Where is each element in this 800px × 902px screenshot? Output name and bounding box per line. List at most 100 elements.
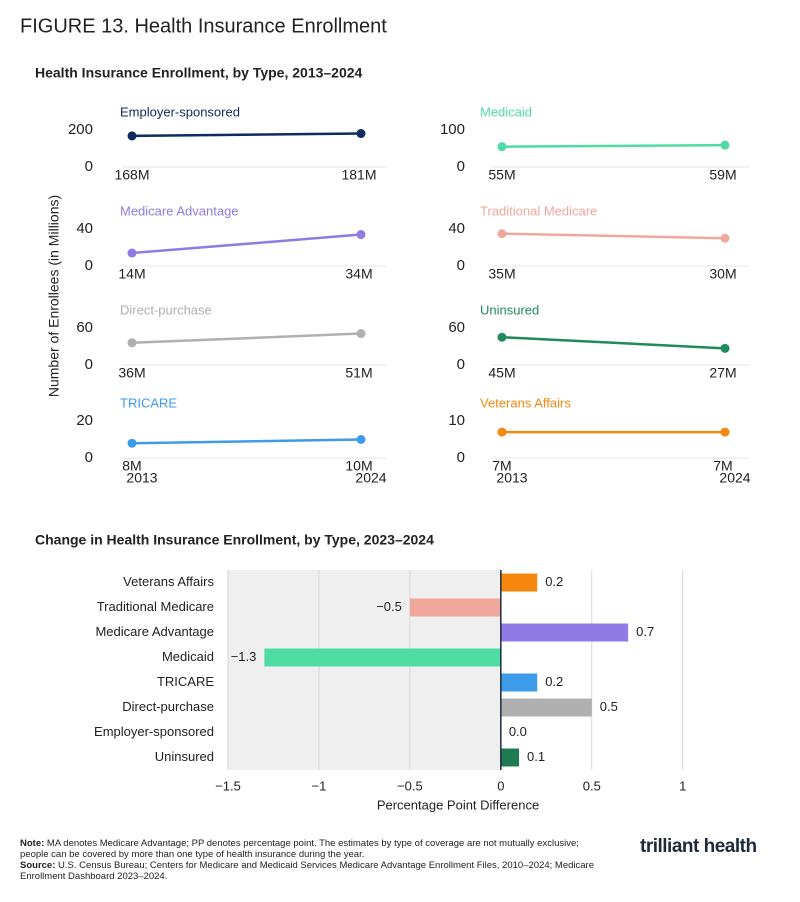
point — [497, 142, 507, 152]
category-label: Medicaid — [162, 649, 214, 664]
point — [356, 230, 366, 240]
chart-title: Change in Health Insurance Enrollment, b… — [35, 532, 434, 548]
bar — [264, 648, 501, 667]
y-tick-label: 0 — [457, 158, 465, 175]
x-tick-label: −1 — [312, 778, 327, 793]
x-tick-label: 2024 — [355, 470, 386, 486]
value-label: 59M — [709, 167, 736, 183]
source-label: Source: — [20, 860, 56, 871]
y-tick-label: 10 — [448, 412, 465, 429]
point — [720, 427, 730, 437]
series-line — [501, 336, 726, 350]
series-name: Medicaid — [480, 104, 532, 119]
x-tick-label: 0.5 — [583, 778, 601, 793]
value-label: 14M — [118, 266, 145, 282]
value-label: 36M — [118, 365, 145, 381]
notes: Note: MA denotes Medicare Advantage; PP … — [20, 838, 600, 882]
value-label: 168M — [114, 167, 149, 183]
value-label: 0.1 — [527, 749, 545, 764]
series-line — [131, 132, 362, 138]
y-tick-label: 60 — [76, 319, 93, 336]
value-label: 30M — [709, 266, 736, 282]
x-tick-label: −0.5 — [397, 778, 423, 793]
series-line — [131, 438, 362, 445]
value-label: 181M — [341, 167, 376, 183]
series-name: Medicare Advantage — [120, 203, 239, 218]
series-line — [501, 143, 726, 148]
y-tick-label: 40 — [76, 220, 93, 237]
value-label: 10M — [345, 458, 372, 474]
point — [497, 427, 507, 437]
value-label: 7M — [713, 458, 732, 474]
value-label: 8M — [122, 458, 141, 474]
bar — [500, 573, 538, 592]
y-tick-label: 0 — [85, 257, 93, 274]
point — [720, 140, 730, 150]
y-axis-label: Number of Enrollees (in Millions) — [46, 195, 62, 397]
y-tick-label: 60 — [448, 319, 465, 336]
value-label: 0.5 — [600, 699, 618, 714]
series-name: Veterans Affairs — [480, 395, 571, 410]
y-tick-label: 200 — [68, 121, 93, 138]
point — [356, 329, 366, 339]
x-tick-label: 2013 — [496, 470, 527, 486]
bar — [500, 623, 629, 642]
y-tick-label: 20 — [76, 412, 93, 429]
y-tick-label: 0 — [457, 449, 465, 466]
point — [127, 248, 137, 258]
note-label: Note: — [20, 838, 45, 849]
value-label: −1.3 — [231, 649, 257, 664]
category-label: Medicare Advantage — [95, 624, 214, 639]
series-line — [131, 332, 362, 345]
note: MA denotes Medicare Advantage; PP denote… — [20, 838, 579, 860]
value-label: 0.2 — [545, 674, 563, 689]
series-name: Direct-purchase — [120, 302, 212, 317]
category-label: Veterans Affairs — [123, 574, 214, 589]
point — [356, 129, 366, 139]
x-axis-label: Percentage Point Difference — [377, 797, 539, 812]
point — [127, 338, 137, 348]
value-label: 7M — [492, 458, 511, 474]
value-label: 35M — [488, 266, 515, 282]
y-tick-label: 100 — [440, 121, 465, 138]
value-label: 51M — [345, 365, 372, 381]
category-label: Uninsured — [155, 749, 214, 764]
series-line — [501, 232, 726, 240]
chart-title: Health Insurance Enrollment, by Type, 20… — [35, 65, 363, 81]
bar — [500, 748, 520, 767]
point — [127, 131, 137, 141]
category-label: TRICARE — [157, 674, 214, 689]
value-label: 0.0 — [509, 724, 527, 739]
series-name: TRICARE — [120, 395, 177, 410]
point — [720, 233, 730, 243]
y-tick-label: 0 — [457, 257, 465, 274]
x-tick-label: 2013 — [126, 470, 157, 486]
point — [497, 332, 507, 342]
x-tick-label: 1 — [679, 778, 686, 793]
point — [497, 229, 507, 239]
bar — [409, 598, 501, 617]
series-name: Uninsured — [480, 302, 539, 317]
value-label: 27M — [709, 365, 736, 381]
source: U.S. Census Bureau; Centers for Medicare… — [20, 860, 594, 882]
category-label: Employer-sponsored — [94, 724, 214, 739]
chart: FIGURE 13. Health Insurance Enrollment H… — [20, 15, 751, 812]
point — [720, 343, 730, 353]
value-label: 55M — [488, 167, 515, 183]
x-tick-label: 0 — [497, 778, 504, 793]
y-tick-label: 0 — [457, 356, 465, 373]
x-tick-label: 2024 — [719, 470, 750, 486]
series-line — [131, 233, 362, 255]
figure-title: FIGURE 13. Health Insurance Enrollment — [20, 15, 387, 37]
y-tick-label: 40 — [448, 220, 465, 237]
value-label: 0.2 — [545, 574, 563, 589]
logo: trilliant health — [640, 836, 757, 857]
series-name: Employer-sponsored — [120, 104, 240, 119]
y-tick-label: 0 — [85, 356, 93, 373]
bar — [500, 673, 538, 692]
value-label: 45M — [488, 365, 515, 381]
y-tick-label: 0 — [85, 449, 93, 466]
category-label: Direct-purchase — [122, 699, 214, 714]
category-label: Traditional Medicare — [97, 599, 214, 614]
